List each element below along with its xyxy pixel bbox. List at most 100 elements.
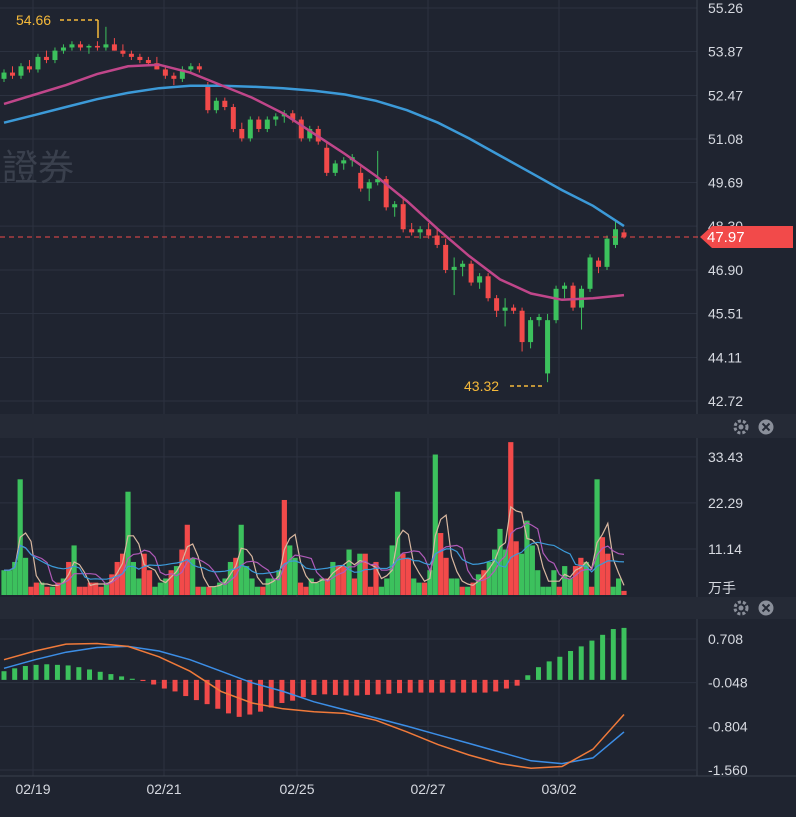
macd-histogram-bar bbox=[108, 674, 114, 680]
volume-bar bbox=[319, 578, 325, 595]
price-tick-label: 44.11 bbox=[708, 349, 742, 365]
candle-body bbox=[502, 307, 508, 311]
macd-histogram-bar bbox=[471, 679, 477, 693]
macd-histogram-bar bbox=[354, 679, 360, 696]
volume-bar bbox=[492, 549, 498, 595]
volume-bar bbox=[448, 578, 455, 595]
date-label: 02/19 bbox=[15, 781, 50, 797]
macd-histogram-bar bbox=[193, 679, 199, 701]
macd-close-button[interactable] bbox=[758, 600, 774, 616]
volume-bar bbox=[130, 561, 136, 595]
volume-bar bbox=[486, 561, 492, 595]
candle-body bbox=[358, 172, 364, 189]
macd-histogram-bar bbox=[12, 668, 18, 680]
candle-body bbox=[264, 119, 270, 129]
macd-histogram-bar bbox=[461, 679, 467, 693]
volume-bar bbox=[195, 586, 201, 595]
macd-histogram-bar bbox=[247, 679, 253, 715]
candle-body bbox=[94, 45, 100, 48]
high-price-label: 54.66 bbox=[16, 12, 51, 28]
volume-bar bbox=[529, 545, 535, 595]
volume-bar bbox=[146, 570, 153, 595]
macd-panel bbox=[1, 627, 627, 770]
volume-bar bbox=[103, 582, 110, 595]
candle-body bbox=[587, 257, 593, 289]
candle-body bbox=[604, 238, 610, 267]
candle-body bbox=[222, 100, 228, 108]
macd-histogram-bar bbox=[397, 679, 403, 694]
candle-body bbox=[494, 298, 500, 311]
low-price-label: 43.32 bbox=[464, 378, 499, 394]
volume-panel bbox=[1, 442, 627, 595]
volume-bar bbox=[481, 570, 487, 595]
macd-settings-button[interactable] bbox=[733, 600, 749, 616]
volume-ma-line bbox=[4, 521, 625, 586]
candle-body bbox=[60, 47, 66, 51]
volume-bar bbox=[173, 566, 180, 595]
volume-bar bbox=[443, 557, 449, 595]
macd-histogram-bar bbox=[44, 664, 50, 680]
candle-body bbox=[375, 179, 381, 183]
volume-bar bbox=[292, 557, 298, 595]
volume-close-button[interactable] bbox=[758, 419, 774, 435]
candle-body bbox=[477, 276, 483, 283]
date-x-axis: 02/19 02/21 02/25 02/27 03/02 bbox=[0, 775, 796, 797]
macd-histogram-bar bbox=[439, 679, 445, 693]
volume-bar bbox=[22, 557, 29, 595]
candle-body bbox=[69, 44, 75, 48]
gear-icon bbox=[733, 419, 749, 435]
candle-body bbox=[332, 163, 338, 173]
price-panel bbox=[1, 26, 627, 383]
macd-tick-label: 0.708 bbox=[708, 631, 743, 647]
macd-histogram-bar bbox=[621, 627, 627, 680]
last-price-value: 47.97 bbox=[707, 229, 745, 246]
volume-unit-label: 万手 bbox=[708, 581, 736, 597]
candle-body bbox=[52, 50, 58, 61]
volume-bar bbox=[572, 566, 579, 595]
volume-y-axis: 33.43 22.29 11.14 bbox=[708, 449, 743, 557]
candle-body bbox=[307, 128, 313, 139]
volume-settings-button[interactable] bbox=[733, 419, 749, 435]
volume-bar bbox=[265, 578, 271, 595]
volume-panel-header bbox=[0, 414, 796, 438]
candle-body bbox=[230, 107, 236, 129]
volume-bar bbox=[190, 557, 196, 595]
candle-body bbox=[137, 56, 143, 61]
volume-bar bbox=[378, 586, 384, 595]
candle-body bbox=[77, 44, 83, 48]
volume-bar bbox=[513, 541, 519, 595]
volume-bar bbox=[1, 570, 7, 595]
candle-body bbox=[103, 44, 109, 48]
volume-bar bbox=[227, 561, 234, 595]
volume-bar bbox=[335, 566, 341, 595]
macd-histogram-bar bbox=[364, 679, 370, 695]
candle-body bbox=[188, 66, 194, 70]
macd-histogram-bar bbox=[172, 679, 178, 692]
macd-histogram-bar bbox=[503, 679, 509, 689]
candle-body bbox=[536, 317, 542, 321]
candle-body bbox=[451, 266, 457, 270]
macd-histogram-bar bbox=[1, 671, 7, 680]
volume-bar bbox=[12, 561, 18, 595]
volume-bar bbox=[508, 442, 514, 595]
volume-bar bbox=[400, 553, 406, 595]
macd-histogram-bar bbox=[140, 679, 146, 682]
candle-body bbox=[213, 100, 219, 111]
candle-body bbox=[485, 276, 491, 299]
macd-histogram-bar bbox=[290, 679, 296, 701]
candle-body bbox=[553, 288, 559, 321]
volume-bar bbox=[109, 574, 115, 595]
candle-body bbox=[298, 119, 304, 139]
volume-bar bbox=[308, 578, 314, 595]
macd-histogram-bar bbox=[407, 679, 413, 693]
macd-histogram-bar bbox=[300, 679, 306, 698]
volume-bar bbox=[276, 570, 282, 595]
volume-bar bbox=[44, 586, 50, 595]
candle-body bbox=[366, 182, 372, 189]
price-tick-label: 55.26 bbox=[708, 0, 743, 16]
volume-bar bbox=[28, 586, 34, 595]
macd-histogram-bar bbox=[386, 679, 392, 694]
candle-body bbox=[1, 72, 7, 79]
volume-bar bbox=[71, 545, 77, 595]
